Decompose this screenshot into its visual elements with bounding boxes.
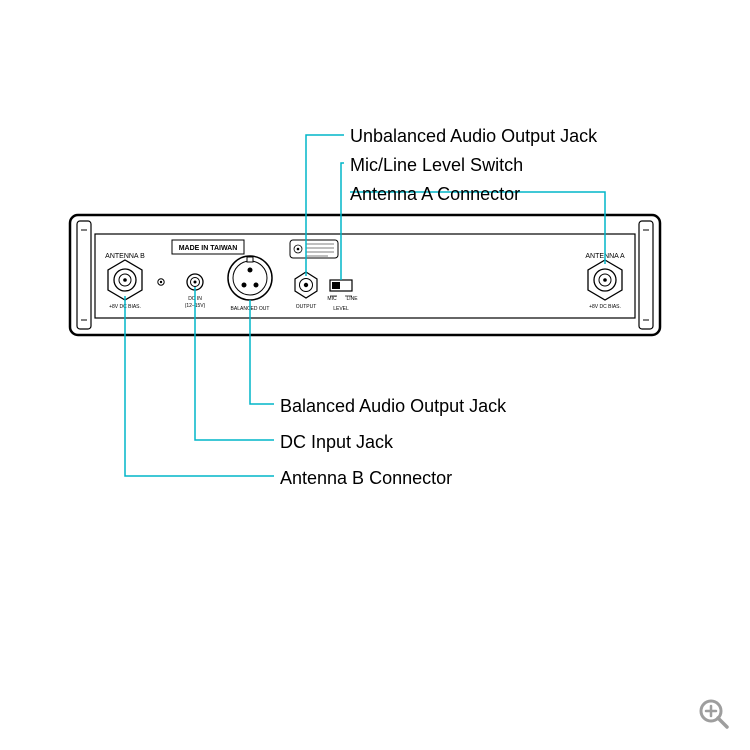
device-body xyxy=(70,215,660,335)
zoom-in-icon[interactable] xyxy=(696,696,732,732)
label-balanced: Balanced Audio Output Jack xyxy=(280,396,506,417)
label-antenna-a: Antenna A Connector xyxy=(350,184,520,205)
label-micline: Mic/Line Level Switch xyxy=(350,155,523,176)
info-box xyxy=(290,240,338,258)
mic-label: MIC xyxy=(327,296,337,302)
reset-hole xyxy=(158,279,164,285)
label-dcin: DC Input Jack xyxy=(280,432,393,453)
output-label: OUTPUT xyxy=(296,304,317,310)
antenna-b-top-label: ANTENNA B xyxy=(105,253,145,260)
antenna-a-bottom-label: +8V DC BIAS. xyxy=(589,304,621,310)
line-label: LINE xyxy=(346,296,358,302)
unbalanced-output-jack: OUTPUT xyxy=(295,272,317,310)
label-unbalanced: Unbalanced Audio Output Jack xyxy=(350,126,597,147)
diagram-svg: ANTENNA B +8V DC BIAS. ANTENNA A +8V DC … xyxy=(0,0,750,750)
label-antenna-b: Antenna B Connector xyxy=(280,468,452,489)
made-in-box: MADE IN TAIWAN xyxy=(172,240,244,254)
made-in-label: MADE IN TAIWAN xyxy=(179,245,238,252)
level-label: LEVEL xyxy=(333,306,349,312)
